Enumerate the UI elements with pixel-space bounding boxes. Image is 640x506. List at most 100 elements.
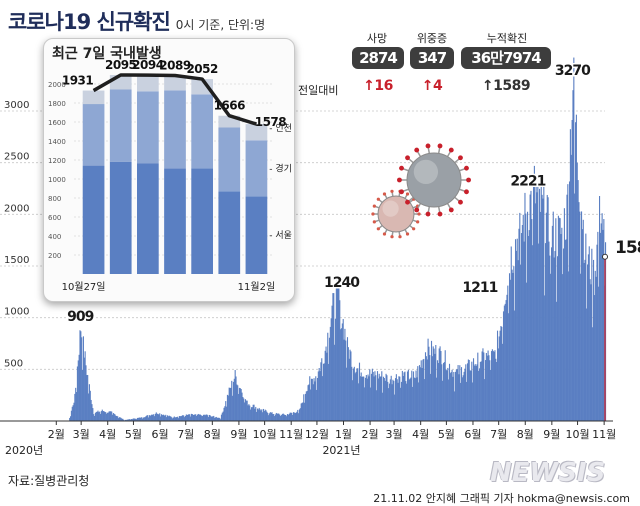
daily-bar [572,90,574,422]
x-tick-label: 10월 [253,428,277,441]
daily-bar [146,415,148,421]
daily-bar [602,229,604,421]
daily-bar [213,415,215,421]
daily-bar [321,358,323,421]
daily-bar [208,414,211,421]
daily-bar [354,373,356,421]
inset-stack-labels: - 인천 - 경기 - 서울 [269,123,292,241]
daily-bar [353,366,355,421]
daily-bar [500,325,502,421]
daily-bar [507,285,509,421]
x-tick-label: 4월 [99,428,116,441]
daily-bar [374,371,376,421]
daily-bar [350,351,352,421]
daily-bar [184,417,186,421]
daily-bar [468,360,470,421]
daily-bar [520,233,523,421]
daily-bar [424,352,427,421]
daily-bar [89,390,91,421]
daily-bar [334,318,337,421]
daily-bar [598,286,600,421]
daily-bar [574,193,576,421]
daily-bar [277,413,279,421]
inset-x-label-last: 11월2일 [238,281,276,293]
inset-bar-segment-서울 [245,196,268,274]
daily-bar [538,188,541,421]
daily-bar [118,418,120,421]
daily-bar [441,364,443,421]
daily-bar [520,264,522,421]
daily-bar [160,414,162,421]
daily-bar [245,400,247,421]
daily-bar [439,346,441,421]
daily-bar [382,376,385,421]
daily-bar [203,414,205,421]
virus-spike [398,235,402,239]
daily-bar [241,392,243,421]
peak-label: 2221 [510,173,545,189]
daily-bar [250,409,252,421]
daily-bar [202,416,204,421]
daily-bar [382,392,384,421]
daily-bar [80,331,82,421]
daily-bar [280,415,283,421]
inset-bar-segment-경기 [109,89,132,162]
daily-bar [412,371,415,421]
inset-y-tick-label: 1800 [48,100,66,108]
virus-large-icon [397,143,471,217]
inset-total-label: 2089 [159,59,191,73]
daily-bar [237,385,239,421]
daily-bar [117,416,119,421]
daily-bar [301,402,303,421]
daily-bar [402,376,404,421]
daily-bar [388,388,390,421]
daily-bar [304,402,306,421]
daily-bar [257,409,259,421]
daily-bar [310,378,313,421]
daily-bar [417,366,419,421]
daily-bar [511,269,513,421]
daily-bar [120,417,122,421]
daily-bar [352,368,355,421]
daily-bar [263,411,265,421]
daily-bar [83,357,85,421]
daily-bar [114,414,116,421]
daily-bar [447,367,449,421]
newsis-logo: NEWSIS [490,458,606,488]
daily-bar [546,194,548,421]
daily-bar [298,409,301,421]
daily-bar [108,411,110,421]
daily-bar [571,119,573,421]
daily-bar [298,413,300,421]
x-tick-label: 5월 [438,428,455,441]
virus-spike [376,197,380,201]
daily-bar [272,414,274,421]
daily-bar [291,412,293,421]
y-tick-label: 3000 [4,100,29,111]
inset-total-line [92,73,257,126]
daily-bar [395,374,397,421]
daily-bar [476,364,478,421]
daily-bar [567,184,569,421]
daily-bar [267,412,269,421]
y-tick-label: 2000 [4,203,29,214]
inset-bar-segment-서울 [137,163,159,274]
inset-bar-segment-인천 [218,115,241,128]
daily-bar [150,415,152,421]
y-tick-label: 500 [4,358,23,369]
daily-bar [336,276,338,421]
peak-annotations: 909 1240 1211 2221 3270 1589 [66,62,640,327]
virus-spike [397,177,402,183]
daily-bar [256,411,258,421]
daily-bar [172,418,174,421]
daily-bar [372,371,374,421]
daily-bar [593,295,595,421]
daily-bar [343,339,345,421]
daily-bar [190,416,192,421]
daily-bar [317,371,319,421]
virus-spike [425,211,431,217]
daily-bar [82,369,84,421]
daily-bar [220,414,223,421]
virus-spike [372,204,376,208]
daily-bar [590,284,592,421]
